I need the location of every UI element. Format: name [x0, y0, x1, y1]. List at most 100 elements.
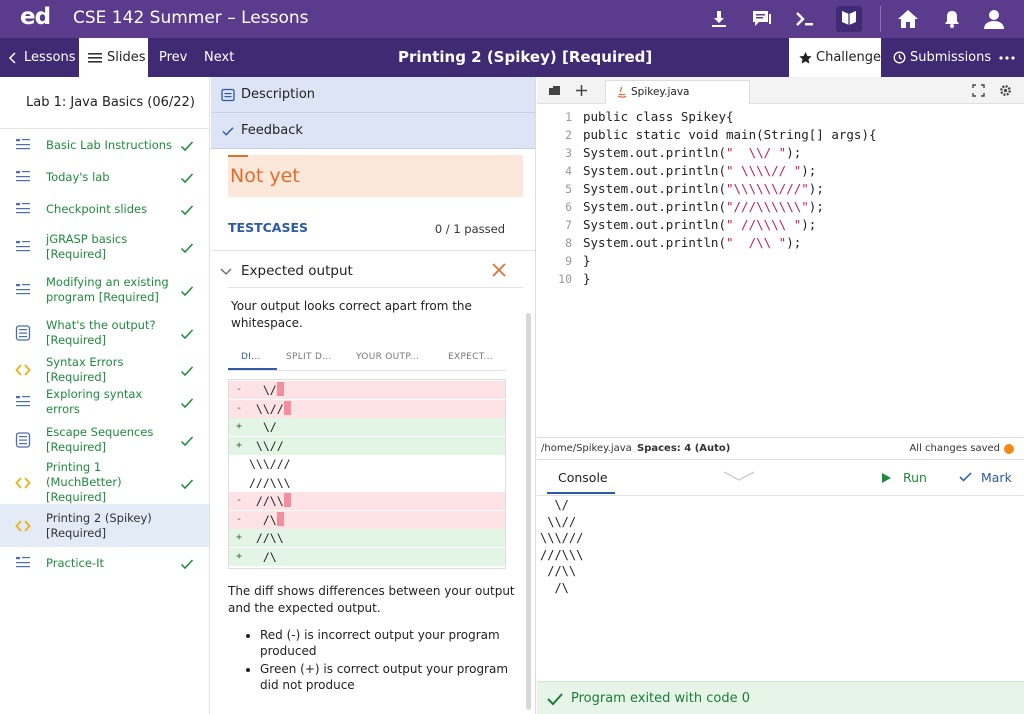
- console-panel: Console Run Mark \/ \\// \\\/// ///\\\ //\…: [537, 459, 1024, 714]
- document-icon: [15, 137, 31, 153]
- submissions-label: Submissions: [910, 50, 992, 65]
- bell-icon[interactable]: [940, 7, 964, 31]
- indent-setting[interactable]: Spaces: 4 (Auto): [637, 443, 731, 454]
- sidebar-item-label: Printing 1 (MuchBetter) [Required]: [46, 460, 122, 504]
- sidebar-item[interactable]: Checkpoint slides: [0, 193, 209, 225]
- quiz-icon: [15, 324, 31, 341]
- sidebar-item[interactable]: jGRASP basics [Required]: [0, 225, 209, 268]
- submissions-tab[interactable]: Submissions: [893, 38, 991, 77]
- editor-tab-filename: Spikey.java: [631, 86, 690, 98]
- home-icon[interactable]: [896, 7, 920, 31]
- document-icon: [15, 169, 31, 185]
- diff-text: \\//: [249, 400, 291, 418]
- slides-sidebar: Lab 1: Java Basics (06/22) Basic Lab Ins…: [0, 77, 210, 714]
- diff-sign: +: [236, 439, 243, 451]
- lesson-toolbar: Lessons Slides Prev Next Printing 2 (Spi…: [0, 38, 1024, 77]
- code-text: public class Spikey{: [583, 108, 734, 126]
- run-label: Run: [902, 470, 927, 485]
- slides-toggle-button[interactable]: Slides: [79, 38, 148, 77]
- completed-check-icon: [180, 138, 194, 152]
- completed-check-icon: [180, 240, 194, 254]
- console-tab[interactable]: Console: [547, 460, 615, 494]
- add-file-icon[interactable]: [575, 84, 588, 97]
- code-token: System.out.println(: [583, 163, 726, 178]
- diff-tab[interactable]: DI...: [241, 352, 261, 362]
- expected-output-heading[interactable]: Expected output: [241, 263, 353, 279]
- challenge-tab[interactable]: Challenge: [789, 38, 881, 77]
- sidebar-item[interactable]: Syntax Errors [Required]: [0, 354, 209, 386]
- diff-text: //\\: [249, 531, 284, 545]
- file-path: /home/Spikey.java: [541, 443, 632, 454]
- diff-sign: +: [236, 421, 243, 432]
- sidebar-item[interactable]: Modifying an existing program [Required]: [0, 268, 209, 311]
- lab-title: Lab 1: Java Basics (06/22): [26, 95, 195, 110]
- feedback-tab[interactable]: Feedback: [211, 113, 535, 149]
- console-output-line: //\\: [540, 564, 577, 578]
- diff-line-add: + /\: [229, 547, 505, 566]
- collapse-chevron-icon[interactable]: [722, 470, 756, 482]
- more-options-icon[interactable]: [999, 38, 1015, 77]
- slide-title: Printing 2 (Spikey) [Required]: [398, 48, 653, 66]
- diff-sign: -: [236, 513, 243, 525]
- code-token: );: [786, 145, 802, 160]
- description-tab[interactable]: Description: [211, 77, 535, 113]
- your-output-tab[interactable]: YOUR OUTP...: [356, 352, 420, 362]
- run-button[interactable]: Run: [881, 470, 927, 485]
- file-tree-icon[interactable]: [548, 84, 561, 97]
- line-number: 8: [565, 236, 572, 250]
- editor-status-bar: /home/Spikey.java Spaces: 4 (Auto) All c…: [537, 437, 1024, 459]
- close-icon[interactable]: [492, 263, 506, 277]
- document-icon: [15, 239, 31, 255]
- expected-tab[interactable]: EXPECT...: [448, 352, 493, 362]
- code-text: }: [583, 270, 591, 288]
- diff-line-same: \\\///: [229, 455, 505, 473]
- back-to-lessons-button[interactable]: Lessons: [0, 38, 78, 77]
- code-icon: [15, 475, 31, 491]
- sidebar-item-label: Escape Sequences [Required]: [46, 424, 154, 454]
- user-avatar-icon[interactable]: [982, 7, 1006, 31]
- prev-button[interactable]: Prev: [159, 50, 188, 65]
- download-icon[interactable]: [707, 7, 731, 31]
- sidebar-item[interactable]: Exploring syntax errors: [0, 386, 209, 418]
- sidebar-item[interactable]: Today's lab: [0, 161, 209, 193]
- completed-check-icon: [180, 433, 194, 447]
- panel-scrollbar[interactable]: [526, 313, 531, 710]
- chevron-down-icon[interactable]: [219, 267, 233, 277]
- chat-icon[interactable]: [750, 7, 774, 31]
- line-number: 6: [565, 200, 572, 214]
- sidebar-item[interactable]: Escape Sequences [Required]: [0, 418, 209, 461]
- sidebar-item[interactable]: What's the output? [Required]: [0, 311, 209, 354]
- code-token: );: [786, 235, 802, 250]
- sidebar-item[interactable]: Practice-It: [0, 547, 209, 579]
- code-token: System.out.println(: [583, 199, 726, 214]
- terminal-icon[interactable]: [793, 7, 817, 31]
- editor-tab-spikey[interactable]: Spikey.java: [605, 80, 750, 104]
- next-button[interactable]: Next: [204, 50, 235, 65]
- split-diff-tab[interactable]: SPLIT D...: [286, 352, 332, 362]
- lessons-label: Lessons: [24, 50, 76, 65]
- sidebar-item[interactable]: Printing 1 (MuchBetter) [Required]: [0, 460, 209, 504]
- sidebar-item[interactable]: Basic Lab Instructions: [0, 129, 209, 161]
- ed-logo[interactable]: ed: [20, 4, 51, 30]
- string-literal: "///\\\\\\": [726, 199, 809, 214]
- result-banner: Not yet: [228, 155, 523, 197]
- gear-icon[interactable]: [999, 84, 1012, 97]
- code-text: System.out.println(" \\\\// ");: [583, 162, 816, 180]
- divider: [211, 250, 535, 251]
- string-literal: " \\\\// ": [726, 163, 802, 178]
- diff-text: \\\///: [249, 457, 291, 471]
- sidebar-item[interactable]: Printing 2 (Spikey) [Required]: [0, 504, 209, 547]
- code-text: System.out.println(" \\/ ");: [583, 144, 801, 162]
- completed-check-icon: [180, 283, 194, 297]
- check-icon: [222, 127, 234, 136]
- code-text: System.out.println(" //\\\\ ");: [583, 216, 816, 234]
- top-bar: ed CSE 142 Summer – Lessons: [0, 0, 1024, 38]
- lessons-book-icon[interactable]: [836, 6, 862, 32]
- whitespace-diff-marker: [276, 511, 284, 526]
- fullscreen-icon[interactable]: [972, 84, 985, 97]
- divider: [228, 370, 506, 371]
- check-icon: [959, 472, 972, 482]
- sidebar-item-label: Checkpoint slides: [46, 201, 148, 216]
- mark-button[interactable]: Mark: [959, 470, 1012, 485]
- completed-check-icon: [180, 363, 194, 377]
